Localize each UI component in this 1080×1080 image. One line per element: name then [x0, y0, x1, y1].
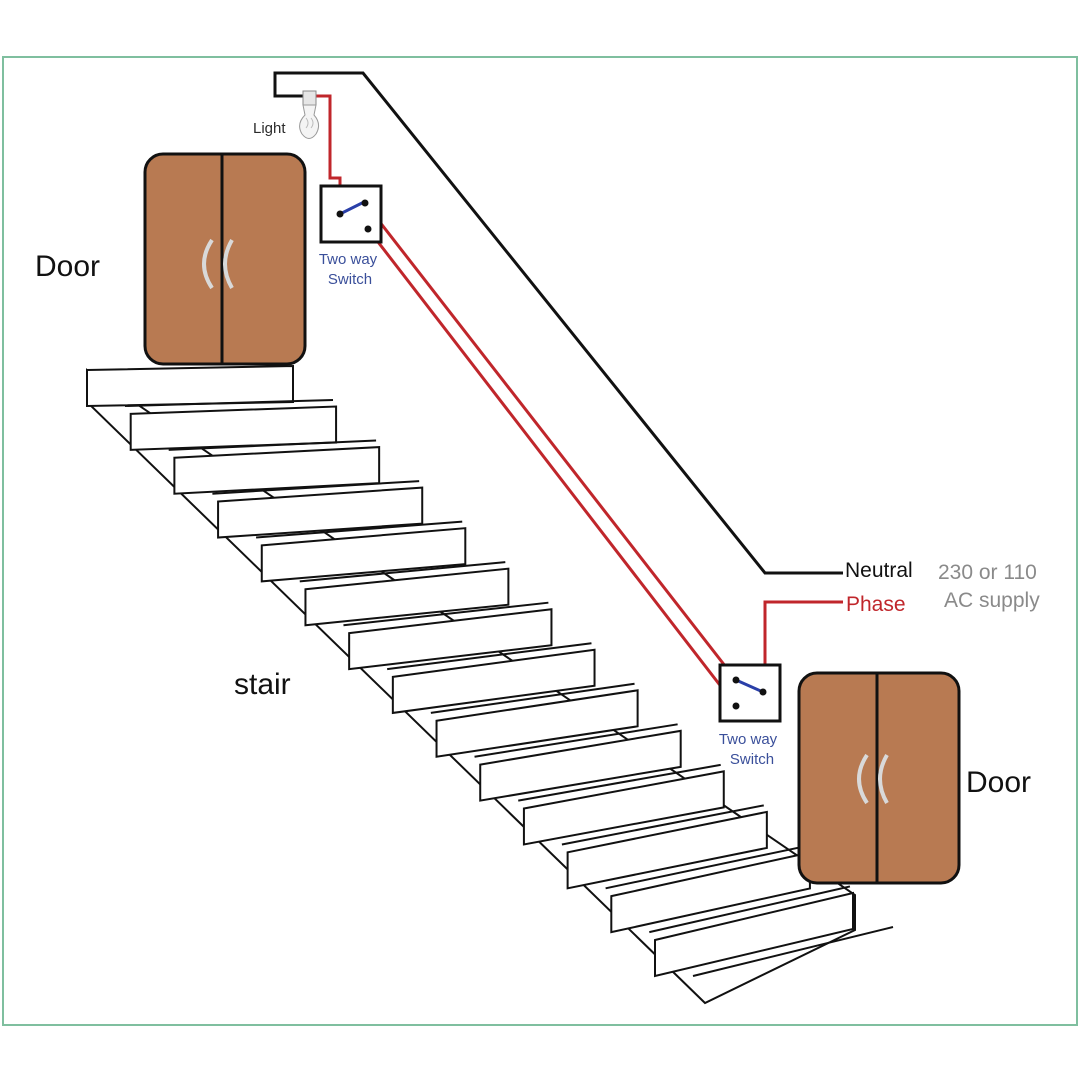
phase-label: Phase — [846, 593, 906, 616]
lower-switch-lever — [735, 678, 764, 694]
stair-step — [435, 689, 639, 758]
lower-switch-terminal-1 — [732, 676, 740, 684]
lower-door-label: Door — [966, 766, 1031, 799]
phase-wire — [763, 600, 843, 690]
light-bulb-icon — [299, 90, 320, 139]
stair-tread-edge — [124, 399, 334, 407]
traveler-wire-1 — [363, 202, 738, 681]
stair-step — [260, 527, 467, 583]
lower-two-way-switch — [718, 663, 782, 723]
upper-switch-terminal-1 — [361, 199, 369, 207]
stair-label: stair — [234, 668, 291, 701]
staircase — [86, 364, 894, 1005]
stair-tread-edge — [605, 844, 808, 890]
stair-step — [391, 648, 596, 715]
traveler-wire-2 — [366, 228, 738, 707]
stair-step — [304, 567, 510, 627]
lower-door-handle-right — [878, 753, 889, 805]
neutral-wire — [273, 71, 843, 575]
diagram-frame — [2, 56, 1078, 1026]
supply-label-line2: AC supply — [944, 589, 1040, 612]
stair-step — [654, 891, 854, 978]
stair-step — [86, 364, 294, 408]
upper-switch-label-line1: Two way — [319, 251, 378, 268]
upper-door — [143, 152, 307, 366]
upper-door-label: Door — [35, 250, 100, 283]
stair-tread-edge — [168, 439, 377, 451]
stair-tread-edge — [343, 601, 549, 627]
light-label: Light — [253, 120, 286, 137]
upper-door-handle-left — [202, 238, 214, 290]
stair-tread-edge — [561, 804, 764, 846]
stair-tread-edge — [474, 723, 678, 758]
stair-step — [566, 810, 768, 890]
upper-switch-lever — [339, 200, 365, 216]
stair-tread-edge — [649, 885, 851, 934]
lower-switch-label-line2: Switch — [730, 751, 774, 768]
lower-door-handle-left — [857, 753, 869, 805]
upper-switch-label-line2: Switch — [328, 271, 372, 288]
lower-switch-label-line1: Two way — [719, 731, 778, 748]
stair-tread-edge — [387, 642, 592, 671]
stair-step — [348, 608, 553, 671]
neutral-label: Neutral — [845, 559, 913, 582]
wiring — [273, 71, 843, 707]
upper-two-way-switch — [319, 184, 383, 244]
stair-tread-edge — [692, 926, 894, 977]
stair-step — [522, 770, 725, 846]
stair-steps — [86, 364, 894, 978]
upper-switch-box — [319, 184, 383, 244]
stair-tread-edge — [430, 682, 635, 714]
stair-tread-edge — [299, 561, 506, 583]
lower-switch-box — [718, 663, 782, 723]
stair-step — [217, 486, 424, 539]
lower-door — [797, 671, 961, 885]
upper-switch-common-terminal — [336, 210, 344, 218]
stair-tread-edge — [255, 520, 463, 539]
stair-tread-edge — [212, 480, 420, 495]
upper-switch-terminal-2 — [364, 225, 372, 233]
stair-tread-edge — [518, 763, 721, 802]
stair-step — [610, 851, 811, 934]
upper-door-handle-right — [223, 238, 234, 290]
stair-step — [479, 729, 682, 802]
supply-label-line1: 230 or 110 — [938, 561, 1037, 584]
lower-switch-terminal-2 — [732, 702, 740, 710]
lower-switch-common-terminal — [759, 688, 767, 696]
